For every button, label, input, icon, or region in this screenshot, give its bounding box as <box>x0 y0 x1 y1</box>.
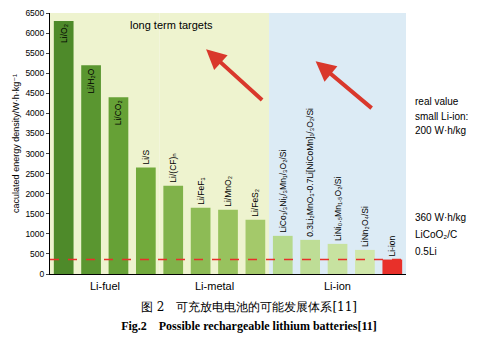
svg-text:LiNi₀.₅Mn₁.₅O₂/Si: LiNi₀.₅Mn₁.₅O₂/Si <box>333 177 343 241</box>
svg-text:6000: 6000 <box>25 28 44 38</box>
svg-text:200 W·h/kg: 200 W·h/kg <box>415 125 466 136</box>
svg-text:2500: 2500 <box>25 169 44 179</box>
html-text:Fig.2 Possible rechargeable li: Fig.2 Possible rechargeable lithium batt… <box>121 319 377 333</box>
svg-text:real value: real value <box>415 96 459 107</box>
svg-text:LiCoO₂/C: LiCoO₂/C <box>415 229 457 240</box>
svg-text:Li/O₂: Li/O₂ <box>59 24 69 43</box>
svg-text:Li-ion: Li-ion <box>324 280 351 292</box>
svg-text:5000: 5000 <box>25 68 44 78</box>
svg-text:Li-fuel: Li-fuel <box>90 280 120 292</box>
svg-text:4500: 4500 <box>25 88 44 98</box>
svg-text:Li/(CF)ₙ: Li/(CF)ₙ <box>168 153 178 182</box>
svg-text:360 W·h/kg: 360 W·h/kg <box>415 212 466 223</box>
svg-text:long term targets: long term targets <box>130 19 213 31</box>
svg-text:0.5Li: 0.5Li <box>415 246 437 257</box>
svg-text:Li/CO₂: Li/CO₂ <box>113 100 123 125</box>
svg-text:6500: 6500 <box>25 8 44 18</box>
svg-text:Li/H₂O: Li/H₂O <box>86 68 96 93</box>
svg-text:Li/MnO₂: Li/MnO₂ <box>223 176 233 207</box>
svg-text:caculated energy density/W·h·k: caculated energy density/W·h·kg⁻¹ <box>11 74 21 213</box>
svg-text:1500: 1500 <box>25 209 44 219</box>
svg-text:1000: 1000 <box>25 229 44 239</box>
svg-text:4000: 4000 <box>25 108 44 118</box>
svg-text:small Li-ion:: small Li-ion: <box>415 111 468 122</box>
svg-text:5500: 5500 <box>25 48 44 58</box>
svg-text:0: 0 <box>40 269 45 279</box>
svg-text:Li/S: Li/S <box>141 150 151 165</box>
svg-text:Li-metal: Li-metal <box>195 280 234 292</box>
svg-text:Li/FeF₃: Li/FeF₃ <box>196 177 206 205</box>
svg-text:3500: 3500 <box>25 128 44 138</box>
svg-text:Li/FeS₂: Li/FeS₂ <box>250 189 260 217</box>
svg-text:LiCo₁/₃Ni₁/₃Mn₁/₃O₂/Si: LiCo₁/₃Ni₁/₃Mn₁/₃O₂/Si <box>278 150 288 233</box>
svg-text:0.3Li₂MnO₃-0.7Li[NiCoMn]₁/₃O₂/: 0.3Li₂MnO₃-0.7Li[NiCoMn]₁/₃O₂/Si <box>305 108 315 237</box>
svg-text:3000: 3000 <box>25 149 44 159</box>
svg-text:Li-ion: Li-ion <box>387 235 397 256</box>
svg-text:2000: 2000 <box>25 189 44 199</box>
svg-text:500: 500 <box>30 249 44 259</box>
svg-text:LiNn₂O₄/Si: LiNn₂O₄/Si <box>360 206 370 247</box>
html-text:图 2 可充放电电池的可能发展体系[11]: 图 2 可充放电电池的可能发展体系[11] <box>141 300 357 314</box>
